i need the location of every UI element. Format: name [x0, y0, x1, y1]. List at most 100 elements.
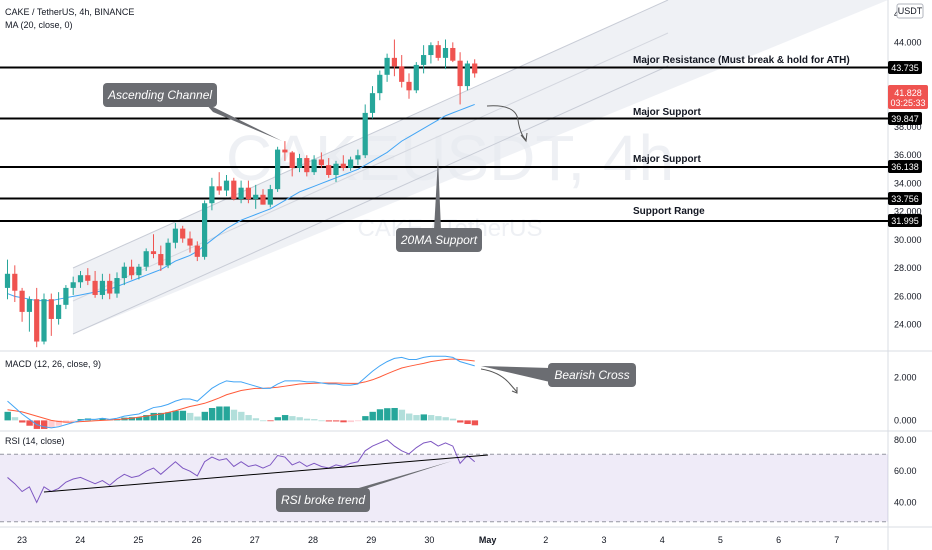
candle-body: [34, 299, 40, 342]
macd-pane[interactable]: [4, 355, 479, 429]
symbol-legend[interactable]: CAKE / TetherUS, 4h, BINANCE: [5, 7, 134, 17]
price-tick-label: 44.000: [894, 37, 922, 47]
macd-scale[interactable]: 2.000 0.000: [894, 373, 917, 426]
candle-body: [260, 194, 266, 205]
candle-body: [41, 299, 47, 342]
callout-ascending-channel[interactable]: Ascending Channel: [103, 83, 282, 141]
macd-histogram-bar: [230, 409, 238, 421]
rsi-tick-label: 40.00: [894, 498, 917, 508]
candle-body: [158, 254, 164, 266]
time-tick-label: 5: [718, 535, 723, 545]
candle-body: [92, 280, 98, 295]
callout-box: [276, 488, 370, 512]
level-label-major-support-1: Major Support: [633, 107, 701, 118]
price-tick-label: 38.000: [894, 122, 922, 132]
candle-body: [369, 93, 376, 113]
candle-body: [282, 149, 288, 153]
candle-body: [99, 280, 105, 295]
time-tick-label: 23: [17, 535, 27, 545]
macd-histogram-bar: [435, 416, 442, 421]
candle-body: [333, 163, 339, 175]
macd-line: [7, 355, 475, 429]
candle-body: [326, 165, 332, 175]
time-axis[interactable]: 23 24 25 26 27 28 29 30 May 2 3 4 5 6 7: [17, 535, 839, 545]
candle-body: [245, 187, 251, 199]
badge-level-43735-text: 43.735: [891, 63, 919, 73]
candle-body: [318, 159, 324, 166]
macd-histogram-bar: [165, 412, 172, 421]
macd-histogram-bar: [77, 419, 84, 421]
badge-level-43735: [888, 61, 922, 74]
candle-body: [413, 64, 419, 91]
price-tick-label: 36.000: [894, 150, 922, 160]
ma-legend[interactable]: MA (20, close, 0): [5, 20, 73, 30]
badge-level-33756: [888, 192, 922, 205]
candle-body: [70, 282, 76, 288]
callout-rsi-broke-trend[interactable]: RSI broke trend: [276, 461, 452, 512]
price-tick-label: 26.000: [894, 291, 922, 301]
callout-20ma-support[interactable]: 20MA Support: [396, 158, 482, 252]
candle-body: [362, 112, 368, 156]
candle-body: [209, 186, 215, 204]
rsi-tick-label: 80.00: [894, 435, 917, 445]
macd-histogram-bar: [406, 413, 413, 421]
horizontal-levels[interactable]: Major Resistance (Must break & hold for …: [0, 55, 888, 222]
callout-box: [103, 83, 217, 107]
candle-body: [450, 47, 456, 61]
price-tick-label: 32.000: [894, 207, 922, 217]
rsi-scale[interactable]: 80.00 60.00 40.00: [894, 435, 917, 508]
macd-histogram-bar: [4, 411, 11, 421]
candle-body: [348, 159, 354, 168]
candle-body: [121, 266, 127, 279]
candle-body: [107, 280, 113, 294]
price-tick-label: 24.000: [894, 320, 922, 330]
macd-histogram-bar: [464, 420, 471, 425]
level-label-support-range: Support Range: [633, 206, 705, 217]
projection-arrow-price[interactable]: [486, 105, 528, 143]
macd-histogram-bar: [201, 411, 208, 421]
rsi-legend[interactable]: RSI (14, close): [5, 436, 65, 446]
candle-body: [238, 187, 244, 199]
candle-body: [289, 152, 295, 168]
macd-histogram-bar: [41, 420, 48, 429]
macd-histogram-bar: [449, 418, 457, 421]
candle-body: [355, 155, 361, 160]
candle-body: [267, 189, 273, 205]
ma20-line: [7, 103, 475, 302]
currency-button[interactable]: USDT: [896, 3, 924, 19]
badge-level-36138-text: 36.138: [891, 162, 919, 172]
macd-legend[interactable]: MACD (12, 26, close, 9): [5, 359, 101, 369]
callout-pointer: [205, 103, 282, 141]
macd-histogram-bar: [384, 408, 391, 421]
projection-arrow-macd[interactable]: [480, 368, 518, 394]
macd-histogram-bar: [354, 420, 362, 422]
candle-body: [421, 55, 427, 65]
current-price-badge: 41.828 03:25:33: [888, 85, 928, 109]
candle-body: [275, 149, 281, 190]
candle-body: [231, 180, 237, 199]
candle-body: [136, 266, 142, 276]
candle-body: [399, 66, 405, 82]
macd-histogram-bar: [333, 420, 340, 422]
time-tick-label: 24: [75, 535, 85, 545]
rsi-trendline[interactable]: [43, 454, 489, 493]
macd-histogram-bar: [376, 409, 384, 421]
macd-histogram-bar: [172, 410, 179, 421]
rsi-pane[interactable]: [0, 439, 888, 523]
candle-body: [26, 299, 32, 312]
candle-body: [253, 194, 259, 199]
candle-body: [48, 299, 54, 319]
macd-histogram-bar: [245, 415, 252, 421]
callout-bearish-cross[interactable]: Bearish Cross: [481, 363, 636, 387]
candle-body: [77, 275, 84, 283]
macd-histogram-bar: [398, 409, 406, 421]
macd-histogram-bar: [369, 411, 376, 421]
candle-body: [202, 203, 208, 257]
candles: [4, 39, 478, 348]
macd-tick-label: 2.000: [894, 373, 917, 383]
macd-histogram-bar: [216, 406, 223, 421]
macd-histogram-bar: [260, 420, 267, 422]
macd-histogram-bar: [135, 417, 143, 421]
time-tick-label: 30: [424, 535, 434, 545]
